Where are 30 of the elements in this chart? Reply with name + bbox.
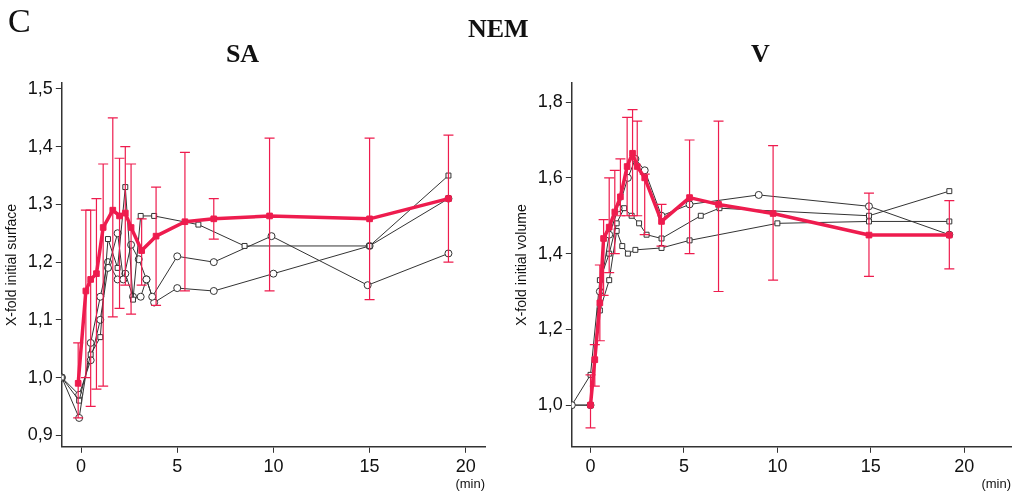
y-tick-label: 0,9 <box>27 424 53 445</box>
x-axis-title: (min) <box>981 475 1011 491</box>
y-tick-label: 1,8 <box>537 91 563 112</box>
y-axis-title: X-fold initial surface <box>3 203 20 327</box>
y-tick-label: 1,5 <box>27 77 53 98</box>
y-tick-label: 1,2 <box>27 251 53 272</box>
x-tick-label: 0 <box>585 455 596 476</box>
y-tick-label: 1,1 <box>27 308 53 329</box>
chart-title: V <box>751 39 771 69</box>
x-tick-label: 5 <box>172 455 183 476</box>
y-tick-label: 1,0 <box>27 366 53 387</box>
y-tick-label: 1,3 <box>27 193 53 214</box>
y-axis-title: X-fold initial volume <box>513 204 530 326</box>
x-tick-label: 5 <box>678 455 689 476</box>
text: C <box>8 2 31 40</box>
y-tick-label: 1,4 <box>27 135 53 156</box>
y-tick-label: 1,4 <box>537 242 563 263</box>
y-tick-label: 1,2 <box>537 318 563 339</box>
x-tick-label: 0 <box>76 455 87 476</box>
x-axis-title: (min) <box>455 475 485 491</box>
text: NEM <box>468 14 529 44</box>
x-tick-label: 10 <box>767 455 788 476</box>
chart-title: SA <box>225 39 260 69</box>
x-tick-label: 10 <box>263 455 284 476</box>
x-tick-label: 20 <box>954 455 975 476</box>
x-tick-label: 20 <box>455 455 476 476</box>
y-tick-label: 1,0 <box>537 394 563 415</box>
y-tick-label: 1,6 <box>537 166 563 187</box>
x-tick-label: 15 <box>359 455 380 476</box>
x-tick-label: 15 <box>860 455 881 476</box>
